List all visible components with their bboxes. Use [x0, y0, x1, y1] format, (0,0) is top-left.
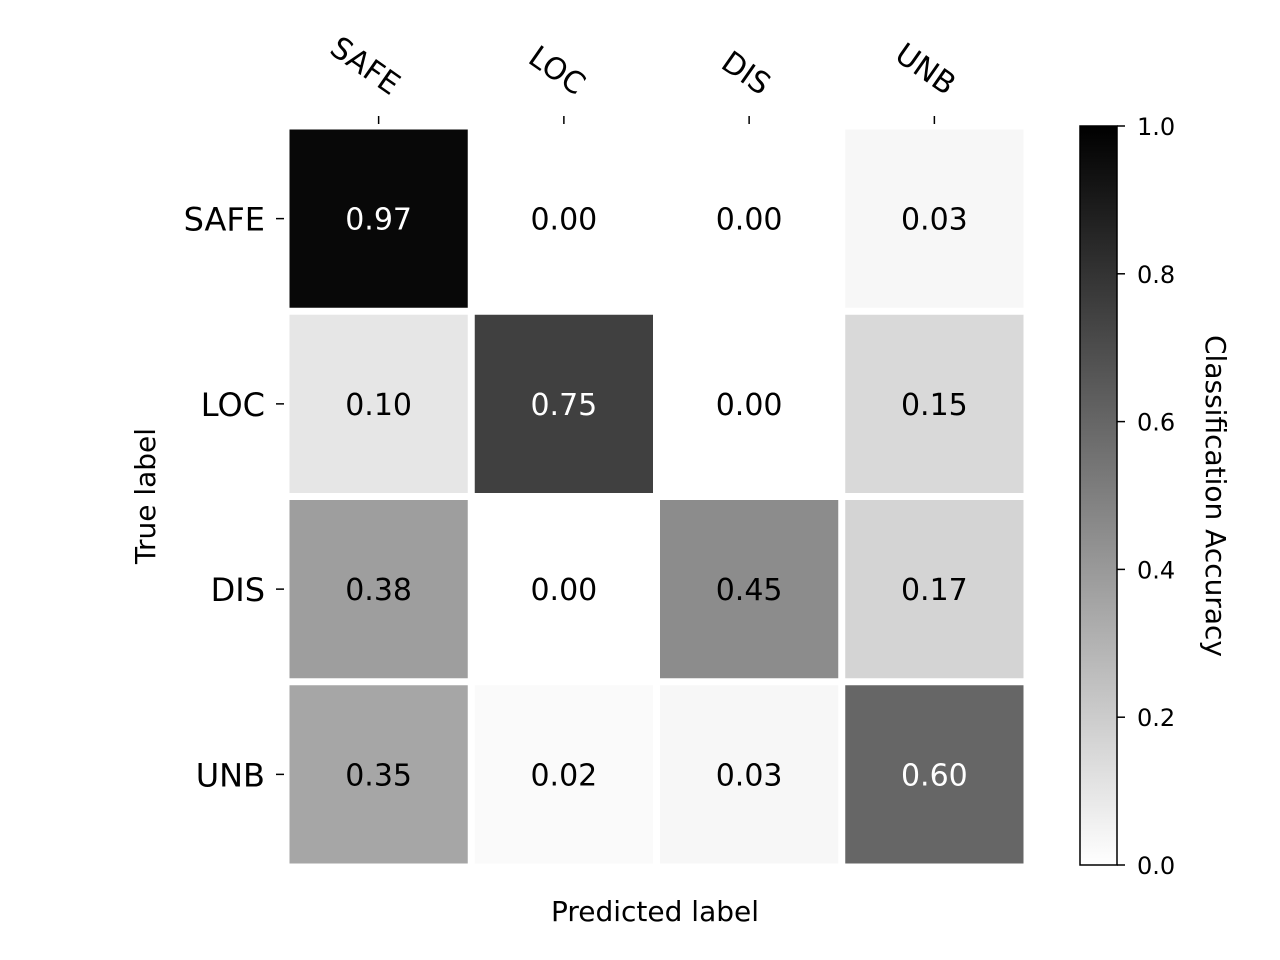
colorbar-tick-label: 0.2 [1137, 704, 1175, 732]
x-tick-label: UNB [889, 37, 962, 103]
y-tick-label: LOC [201, 386, 265, 424]
x-tick-label: DIS [715, 45, 777, 103]
cell-value-label: 0.10 [345, 388, 412, 423]
colorbar: 0.0 0.2 0.4 0.6 0.8 1.0 Classification Accura… [1079, 113, 1232, 880]
heatmap-cell [474, 314, 653, 493]
colorbar-tick-label: 1.0 [1137, 113, 1175, 141]
x-tick-label: LOC [522, 39, 591, 102]
y-axis-label: True label [129, 428, 162, 565]
cell-value-label: 0.60 [901, 758, 968, 793]
cell-value-label: 0.17 [901, 573, 968, 608]
cell-value-label: 0.03 [716, 758, 783, 793]
heatmap-cell [845, 314, 1024, 493]
heatmap-cell [289, 129, 468, 308]
heatmap-cell [474, 685, 653, 864]
colorbar-tick-label: 0.6 [1137, 409, 1175, 437]
colorbar-gradient [1079, 125, 1118, 866]
colorbar-tick-label: 0.0 [1137, 852, 1175, 880]
colorbar-tick-label: 0.8 [1137, 261, 1175, 289]
cell-value-label: 0.97 [345, 203, 412, 238]
x-tick-label: SAFE [323, 30, 406, 102]
y-tick-label: UNB [196, 756, 265, 794]
heatmap-cell [660, 129, 839, 308]
cell-value-label: 0.15 [901, 388, 968, 423]
x-tick-labels: SAFE LOC DIS UNB [323, 30, 962, 124]
y-tick-label: SAFE [184, 201, 265, 239]
cell-value-label: 0.03 [901, 203, 968, 238]
heatmap-cell [289, 314, 468, 493]
cell-value-label: 0.02 [530, 758, 597, 793]
colorbar-tick-label: 0.4 [1137, 556, 1175, 584]
heatmap-cell [660, 685, 839, 864]
cell-value-label: 0.35 [345, 758, 412, 793]
x-axis-label: Predicted label [551, 895, 759, 928]
cell-value-label: 0.38 [345, 573, 412, 608]
heatmap-cell [289, 685, 468, 864]
heatmap-cell [474, 129, 653, 308]
heatmap-cell [845, 685, 1024, 864]
heatmap-cell [845, 129, 1024, 308]
heatmap-cells: 0.97 0.00 0.00 0.03 0.10 0.75 0.00 0.15 0.38 0.00… [289, 129, 1024, 864]
y-tick-label: DIS [211, 571, 265, 609]
cell-value-label: 0.00 [530, 573, 597, 608]
cell-value-label: 0.00 [716, 388, 783, 423]
heatmap-cell [845, 500, 1024, 679]
heatmap-cell [660, 500, 839, 679]
heatmap-cell [289, 500, 468, 679]
heatmap-cell [660, 314, 839, 493]
cell-value-label: 0.45 [716, 573, 783, 608]
y-tick-labels: SAFE LOC DIS UNB [184, 201, 284, 794]
heatmap-cell [474, 500, 653, 679]
colorbar-ticks: 0.0 0.2 0.4 0.6 0.8 1.0 [1117, 113, 1175, 880]
cell-value-label: 0.00 [530, 203, 597, 238]
cell-value-label: 0.75 [530, 388, 597, 423]
colorbar-label: Classification Accuracy [1199, 335, 1232, 657]
cell-value-label: 0.00 [716, 203, 783, 238]
